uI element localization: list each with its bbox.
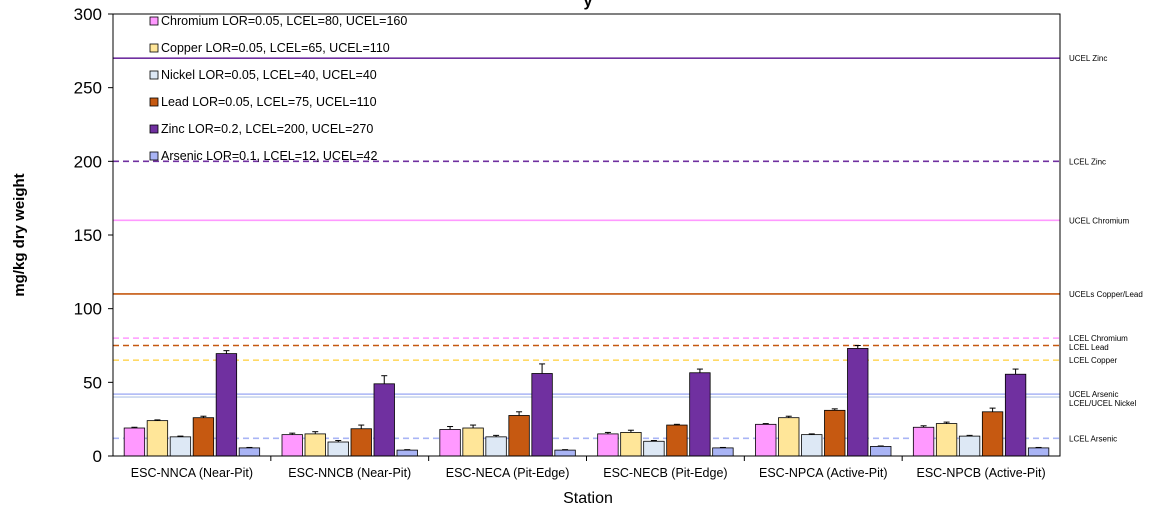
bar (689, 372, 711, 457)
legend: Chromium LOR=0.05, LCEL=80, UCEL=160 Copp… (149, 14, 407, 163)
x-tick-label: ESC-NNCA (Near-Pit) (131, 466, 253, 480)
x-tick-label: ESC-NECB (Pit-Edge) (603, 466, 727, 480)
bar (146, 420, 169, 457)
bar (238, 447, 261, 457)
y-axis-ticks: 0 50 100 150 200 250 300 (74, 5, 113, 466)
legend-label: Lead LOR=0.05, LCEL=75, UCEL=110 (161, 95, 377, 109)
bar (935, 423, 958, 457)
reference-line-labels: UCEL Zinc LCEL Zinc UCEL Chromium UCELs Cop… (1069, 54, 1143, 443)
y-tick-label: 200 (74, 152, 102, 171)
bar (215, 353, 238, 457)
bar (870, 446, 892, 457)
y-tick-label: 0 (93, 447, 102, 466)
bar (531, 373, 553, 457)
legend-swatch (149, 16, 159, 26)
y-tick-label: 300 (74, 5, 102, 24)
bar (912, 426, 935, 457)
bar (1004, 373, 1027, 457)
reference-line-label: UCELs Copper/Lead (1069, 290, 1143, 299)
reference-line-label: LCEL/UCEL Nickel (1069, 399, 1137, 408)
legend-label: Zinc LOR=0.2, LCEL=200, UCEL=270 (161, 122, 373, 136)
legend-swatch (149, 124, 159, 134)
bar (192, 417, 215, 457)
y-tick-label: 150 (74, 226, 102, 245)
x-tick-label: ESC-NPCA (Active-Pit) (759, 466, 888, 480)
bar (485, 436, 507, 457)
y-tick-label: 50 (83, 373, 102, 392)
bar (508, 415, 530, 457)
bar-marks (123, 348, 1050, 457)
reference-line-label: LCEL Arsenic (1069, 434, 1117, 443)
y-tick-label: 100 (74, 300, 102, 319)
y-axis-title: mg/kg dry weight (11, 173, 28, 296)
bar (373, 383, 395, 457)
bar (281, 434, 303, 457)
bar (755, 423, 777, 457)
error-bars (131, 345, 1042, 451)
reference-lines (113, 57, 1060, 440)
bar (304, 433, 326, 457)
legend-label: Copper LOR=0.05, LCEL=65, UCEL=110 (161, 41, 390, 55)
reference-line-label: UCEL Zinc (1069, 54, 1107, 63)
reference-line-label: UCEL Chromium (1069, 216, 1129, 225)
bar (597, 433, 619, 457)
bar (1027, 447, 1050, 457)
legend-label: Nickel LOR=0.05, LCEL=40, UCEL=40 (161, 68, 377, 82)
x-tick-label: ESC-NECA (Pit-Edge) (446, 466, 570, 480)
bar (824, 409, 846, 457)
x-axis-tick-labels: ESC-NNCA (Near-Pit) ESC-NNCB (Near-Pit) ES… (131, 456, 1046, 480)
bar (712, 447, 734, 457)
bar (620, 432, 642, 457)
legend-swatch (149, 70, 159, 80)
bar (958, 435, 981, 457)
bar (666, 424, 688, 457)
bar (327, 441, 349, 457)
bar (554, 449, 576, 457)
legend-label: Arsenic LOR=0.1, LCEL=12, UCEL=42 (161, 149, 377, 163)
x-axis-title: Station (563, 490, 613, 507)
bar (123, 427, 146, 457)
bar (847, 348, 869, 457)
x-tick-label: ESC-NNCB (Near-Pit) (288, 466, 411, 480)
reference-line-label: LCEL Copper (1069, 356, 1118, 365)
bar (439, 429, 461, 457)
reference-line-label: LCEL Chromium (1069, 334, 1128, 343)
bar (981, 411, 1004, 457)
chart-title: y (584, 0, 593, 10)
bar (643, 440, 665, 457)
x-tick-label: ESC-NPCB (Active-Pit) (916, 466, 1045, 480)
legend-swatch (149, 151, 159, 161)
bar (778, 417, 800, 457)
legend-swatch (149, 43, 159, 53)
reference-line-label: UCEL Arsenic (1069, 390, 1119, 399)
bar (396, 449, 418, 457)
legend-label: Chromium LOR=0.05, LCEL=80, UCEL=160 (161, 14, 407, 28)
y-tick-label: 250 (74, 79, 102, 98)
reference-line-label: LCEL Zinc (1069, 157, 1106, 166)
bar (462, 427, 484, 457)
bar (169, 436, 192, 457)
legend-swatch (149, 97, 159, 107)
bar (801, 434, 823, 457)
reference-line-label: LCEL Lead (1069, 343, 1109, 352)
bar (350, 428, 372, 457)
